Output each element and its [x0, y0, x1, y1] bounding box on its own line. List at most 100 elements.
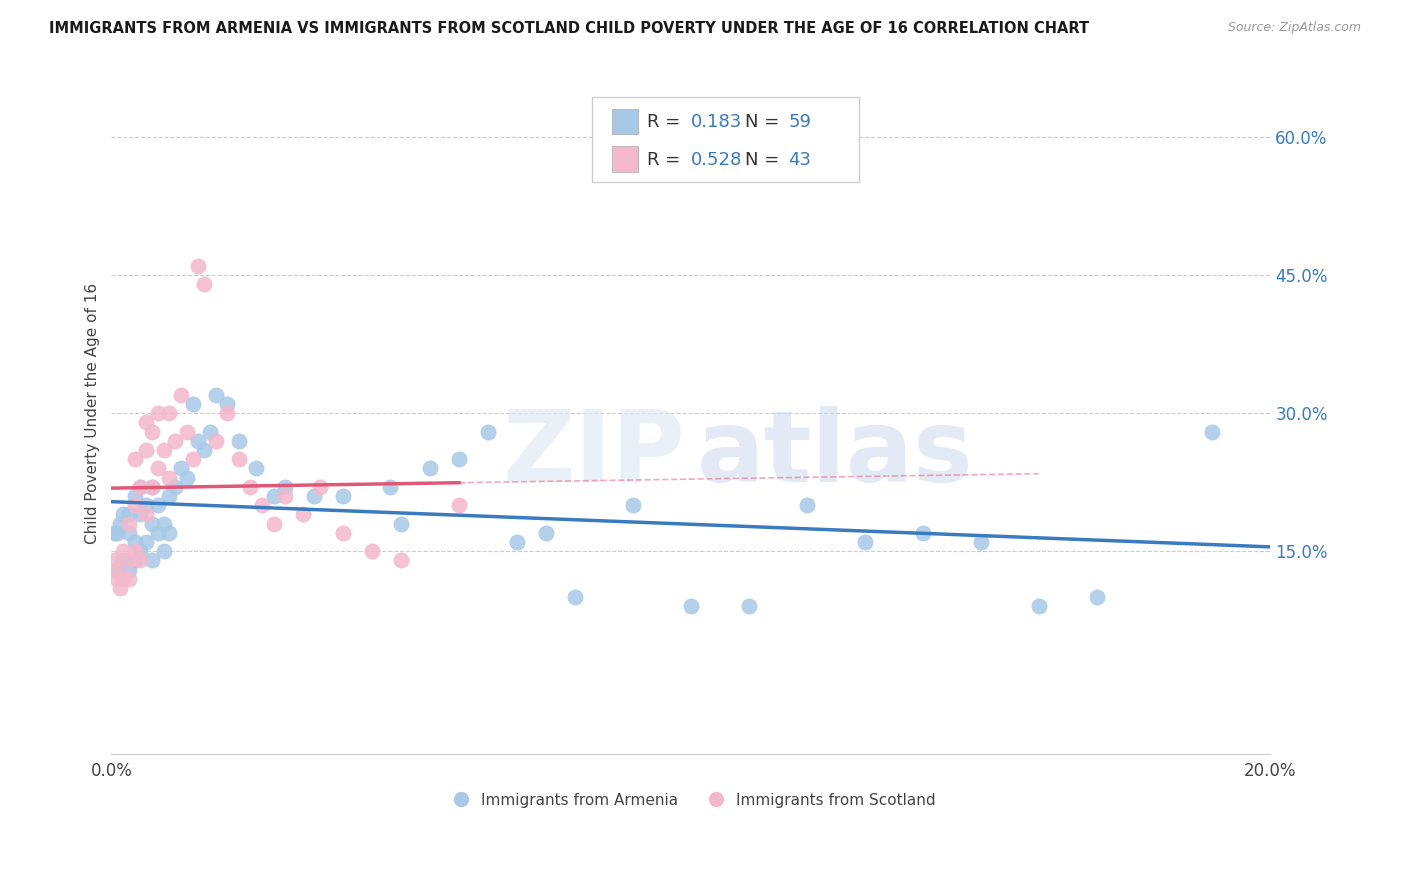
- Point: [181, 397, 204, 411]
- Point: [245, 461, 267, 475]
- Point: [911, 525, 934, 540]
- Point: [141, 516, 163, 531]
- Text: ZIP: ZIP: [502, 406, 685, 502]
- Point: [118, 572, 141, 586]
- Point: [165, 434, 187, 448]
- Point: [152, 544, 174, 558]
- Point: [621, 498, 644, 512]
- Point: [157, 406, 180, 420]
- Point: [118, 525, 141, 540]
- Legend: Immigrants from Armenia, Immigrants from Scotland: Immigrants from Armenia, Immigrants from…: [440, 787, 942, 814]
- Point: [217, 397, 239, 411]
- Point: [239, 480, 262, 494]
- Point: [506, 535, 529, 549]
- FancyBboxPatch shape: [592, 97, 859, 182]
- Point: [141, 480, 163, 494]
- Y-axis label: Child Poverty Under the Age of 16: Child Poverty Under the Age of 16: [86, 283, 100, 544]
- Point: [170, 388, 193, 402]
- Point: [146, 525, 169, 540]
- Point: [152, 516, 174, 531]
- Point: [111, 544, 134, 558]
- Point: [124, 553, 146, 567]
- Point: [534, 525, 557, 540]
- Bar: [612, 109, 637, 135]
- Point: [274, 480, 297, 494]
- Point: [204, 434, 226, 448]
- Point: [124, 544, 146, 558]
- Point: [187, 434, 209, 448]
- Point: [141, 553, 163, 567]
- Point: [157, 489, 180, 503]
- Point: [124, 452, 146, 467]
- Point: [361, 544, 384, 558]
- Text: atlas: atlas: [697, 406, 973, 502]
- Point: [228, 434, 250, 448]
- Point: [157, 525, 180, 540]
- Point: [129, 544, 152, 558]
- Point: [118, 516, 141, 531]
- Point: [1085, 590, 1108, 604]
- Point: [141, 480, 163, 494]
- Point: [157, 470, 180, 484]
- Point: [146, 461, 169, 475]
- Point: [111, 553, 134, 567]
- Point: [1201, 425, 1223, 439]
- Point: [449, 498, 471, 512]
- Point: [124, 489, 146, 503]
- Text: 0.528: 0.528: [690, 151, 742, 169]
- Point: [187, 259, 209, 273]
- Text: 43: 43: [789, 151, 811, 169]
- Point: [332, 489, 354, 503]
- Point: [129, 480, 152, 494]
- Text: R =: R =: [647, 113, 686, 131]
- Point: [176, 470, 198, 484]
- Point: [118, 508, 141, 522]
- Point: [477, 425, 499, 439]
- Point: [105, 563, 128, 577]
- Point: [105, 563, 128, 577]
- Point: [217, 406, 239, 420]
- Point: [129, 480, 152, 494]
- Point: [146, 498, 169, 512]
- Point: [165, 480, 187, 494]
- Point: [135, 508, 157, 522]
- Text: R =: R =: [647, 151, 686, 169]
- Point: [124, 535, 146, 549]
- Text: N =: N =: [745, 151, 786, 169]
- Point: [309, 480, 332, 494]
- Point: [250, 498, 273, 512]
- Point: [141, 425, 163, 439]
- Point: [170, 461, 193, 475]
- Bar: [612, 146, 637, 172]
- Point: [124, 498, 146, 512]
- Point: [449, 452, 471, 467]
- Point: [263, 516, 285, 531]
- Point: [263, 489, 285, 503]
- Point: [118, 563, 141, 577]
- Text: N =: N =: [745, 113, 786, 131]
- Point: [198, 425, 221, 439]
- Text: 59: 59: [789, 113, 811, 131]
- Point: [389, 553, 412, 567]
- Point: [228, 452, 250, 467]
- Point: [332, 525, 354, 540]
- Point: [564, 590, 586, 604]
- Point: [969, 535, 991, 549]
- Point: [419, 461, 441, 475]
- Point: [105, 572, 128, 586]
- Point: [103, 553, 125, 567]
- Point: [146, 406, 169, 420]
- Point: [111, 572, 134, 586]
- Point: [135, 443, 157, 458]
- Point: [679, 599, 702, 614]
- Point: [103, 525, 125, 540]
- Point: [176, 425, 198, 439]
- Text: 0.183: 0.183: [690, 113, 742, 131]
- Point: [108, 581, 131, 595]
- Point: [853, 535, 876, 549]
- Point: [135, 416, 157, 430]
- Point: [796, 498, 818, 512]
- Point: [118, 553, 141, 567]
- Point: [135, 535, 157, 549]
- Point: [108, 516, 131, 531]
